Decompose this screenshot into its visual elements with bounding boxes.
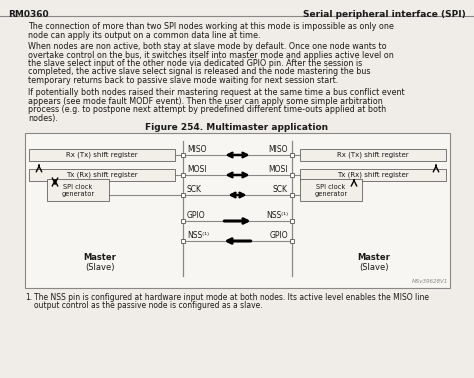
Text: Figure 254. Multimaster application: Figure 254. Multimaster application [146, 123, 328, 132]
Text: If potentially both nodes raised their mastering request at the same time a bus : If potentially both nodes raised their m… [28, 88, 405, 97]
Bar [290, 153, 294, 157]
Text: GPIO: GPIO [269, 231, 288, 240]
Bar [29, 149, 175, 161]
Text: When nodes are non active, both stay at slave mode by default. Once one node wan: When nodes are non active, both stay at … [28, 42, 387, 51]
Text: Rx (Tx) shift register: Rx (Tx) shift register [66, 152, 138, 158]
Bar [181, 173, 185, 177]
Text: Serial peripheral interface (SPI): Serial peripheral interface (SPI) [303, 10, 466, 19]
Bar [181, 239, 185, 243]
Text: NSS⁽¹⁾: NSS⁽¹⁾ [187, 231, 209, 240]
Text: The NSS pin is configured at hardware input mode at both nodes. Its active level: The NSS pin is configured at hardware in… [34, 293, 429, 302]
Bar [300, 179, 362, 201]
Text: 1.: 1. [25, 293, 32, 302]
Text: temporary returns back to passive slave mode waiting for next session start.: temporary returns back to passive slave … [28, 76, 338, 85]
Text: Rx (Tx) shift register: Rx (Tx) shift register [337, 152, 409, 158]
Text: output control as the passive node is configured as a slave.: output control as the passive node is co… [34, 301, 263, 310]
Text: (Slave): (Slave) [359, 263, 389, 272]
Text: Tx (Rx) shift register: Tx (Rx) shift register [66, 172, 138, 178]
Text: the slave select input of the other node via dedicated GPIO pin. After the sessi: the slave select input of the other node… [28, 59, 362, 68]
Text: MSv39628V1: MSv39628V1 [412, 279, 448, 284]
Text: GPIO: GPIO [187, 211, 206, 220]
Bar [290, 193, 294, 197]
Text: process (e.g. to postpone next attempt by predefined different time-outs applied: process (e.g. to postpone next attempt b… [28, 105, 386, 114]
Text: MOSI: MOSI [187, 165, 207, 174]
Text: MISO: MISO [268, 145, 288, 154]
Bar [25, 133, 450, 288]
Text: MISO: MISO [187, 145, 207, 154]
Text: node can apply its output on a common data line at time.: node can apply its output on a common da… [28, 31, 261, 39]
Text: overtake control on the bus, it switches itself into master mode and applies act: overtake control on the bus, it switches… [28, 51, 394, 59]
Bar [47, 179, 109, 201]
Text: nodes).: nodes). [28, 113, 58, 122]
Text: SPI clock: SPI clock [64, 184, 92, 190]
Bar [300, 169, 446, 181]
Text: MOSI: MOSI [268, 165, 288, 174]
Text: (Slave): (Slave) [85, 263, 115, 272]
Text: appears (see mode fault MODF event). Then the user can apply some simple arbitra: appears (see mode fault MODF event). The… [28, 96, 383, 105]
Text: Master: Master [357, 253, 391, 262]
Text: NSS⁽¹⁾: NSS⁽¹⁾ [266, 211, 288, 220]
Bar [181, 219, 185, 223]
Bar [29, 169, 175, 181]
Text: The connection of more than two SPI nodes working at this mode is impossible as : The connection of more than two SPI node… [28, 22, 394, 31]
Text: SPI clock: SPI clock [316, 184, 346, 190]
Text: completed, the active slave select signal is released and the node mastering the: completed, the active slave select signa… [28, 68, 371, 76]
Bar [300, 149, 446, 161]
Bar [181, 193, 185, 197]
Text: generator: generator [314, 191, 347, 197]
Text: Master: Master [83, 253, 117, 262]
Bar [290, 219, 294, 223]
Text: SCK: SCK [187, 185, 202, 194]
Text: SCK: SCK [273, 185, 288, 194]
Bar [290, 173, 294, 177]
Text: RM0360: RM0360 [8, 10, 49, 19]
Text: generator: generator [62, 191, 94, 197]
Text: Tx (Rx) shift register: Tx (Rx) shift register [337, 172, 409, 178]
Bar [181, 153, 185, 157]
Bar [290, 239, 294, 243]
